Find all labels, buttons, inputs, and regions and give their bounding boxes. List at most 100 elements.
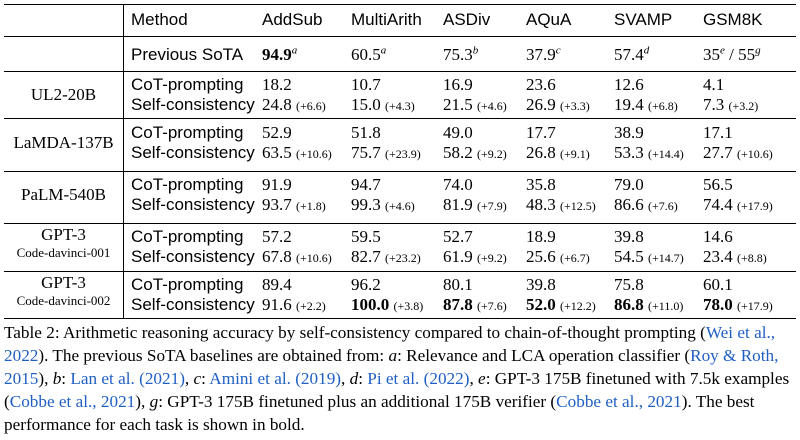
caption-text: , [469,369,479,388]
citation-link[interactable]: Lan et al. (2021) [70,369,185,388]
sota-sup: e [720,44,725,57]
method-cot-label: CoT-prompting [131,123,244,142]
sota-aqua: 37.9c [526,45,561,65]
sc-gain: (+7.9) [477,199,507,213]
citation-link[interactable]: Amini et al. (2019) [209,369,342,388]
sc-gain: (+23.2) [385,251,421,265]
sc-gain: (+2.2) [296,299,326,313]
caption-text: : GPT-3 175B finetuned with 7.5k example… [4,369,790,411]
sc-gain: (+12.2) [560,299,596,313]
sc-gain: (+14.4) [648,147,684,161]
sota-asdiv: 75.3b [443,45,478,65]
method-cot-label: CoT-prompting [131,75,244,94]
cot-value: 52.7 [443,227,473,246]
sc-value: 74.4 [703,195,733,214]
cot-value: 18.2 [262,75,292,94]
sota-svamp: 57.4d [614,45,649,65]
sc-value: 81.9 [443,195,473,214]
caption-text: : [201,369,210,388]
method-cot-label: CoT-prompting [131,175,244,194]
sota-multiarith: 60.5a [351,45,386,65]
sc-value: 58.2 [443,143,473,162]
model-name: GPT-3 Code-davinci-002 [4,273,123,309]
citation-link[interactable]: Roy & Roth, 2015 [4,346,779,388]
cot-value: 17.1 [703,123,733,142]
sc-gain: (+6.8) [648,99,678,113]
sc-cell: 24.8 (+6.6) [262,95,326,116]
table-rule-model-3 [4,223,796,224]
sc-cell: 63.5 (+10.6) [262,143,332,164]
sc-value: 100.0 [351,295,390,314]
caption-text: Table 2: Arithmetic reasoning accuracy b… [4,323,706,342]
table-caption: Table 2: Arithmetic reasoning accuracy b… [4,321,796,436]
sc-gain: (+4.3) [385,99,415,113]
sc-gain: (+4.6) [385,199,415,213]
model-name: LaMDA-137B [13,133,114,152]
sc-cell: 27.7 (+10.6) [703,143,773,164]
sc-value: 15.0 [351,95,381,114]
sota-sup: a [380,44,387,57]
caption-text: ). The previous SoTA baselines are obtai… [38,346,389,365]
cot-value: 35.8 [526,175,556,194]
caption-footnote-key: b [52,369,62,388]
caption-text: ). The best performance for each task is… [4,392,755,434]
table-rule-vertical [123,4,124,319]
table-rule-top [4,4,796,6]
citation-link[interactable]: Cobbe et al., 2021 [9,392,136,411]
citation-link[interactable]: Cobbe et al., 2021 [556,392,682,411]
sc-value: 93.7 [262,195,292,214]
sc-value: 52.0 [526,295,556,314]
sc-gain: (+12.5) [560,199,596,213]
caption-footnote-key: a [388,346,398,365]
sc-value: 53.3 [614,143,644,162]
table-rule-sota [4,71,796,72]
sc-value: 26.8 [526,143,556,162]
cot-value: 10.7 [351,75,381,94]
sc-value: 61.9 [443,247,473,266]
cot-value: 39.8 [614,227,644,246]
sota-value: 75.3 [443,45,473,64]
cot-value: 17.7 [526,123,556,142]
citation-link[interactable]: Pi et al. (2022) [367,369,470,388]
sc-gain: (+6.7) [560,251,590,265]
citation-link[interactable]: Wei et al., 2022 [4,323,776,365]
sota-sup: g [755,44,761,57]
cot-value: 16.9 [443,75,473,94]
header-svamp: SVAMP [614,10,673,29]
cot-value: 14.6 [703,227,733,246]
sota-value: 55 [738,45,756,64]
sc-value: 23.4 [703,247,733,266]
sc-cell: 78.0 (+17.9) [703,295,773,316]
header-method: Method [131,10,188,29]
header-aqua: AQuA [526,10,572,29]
sc-cell: 74.4 (+17.9) [703,195,773,216]
sc-gain: (+7.6) [477,299,507,313]
sc-value: 19.4 [614,95,644,114]
sc-gain: (+9.2) [477,147,507,161]
sc-cell: 53.3 (+14.4) [614,143,684,164]
sc-cell: 48.3 (+12.5) [526,195,596,216]
cot-value: 59.5 [351,227,381,246]
sc-cell: 61.9 (+9.2) [443,247,507,268]
sc-value: 82.7 [351,247,381,266]
sc-cell: 86.6 (+7.6) [614,195,678,216]
table-rule-model-2 [4,171,796,172]
sc-cell: 23.4 (+8.8) [703,247,767,268]
header-asdiv: ASDiv [443,10,491,29]
sc-value: 86.8 [614,295,644,314]
sota-gsm8k: 35e / 55g [703,45,761,65]
sc-cell: 99.3 (+4.6) [351,195,415,216]
sota-value: 94.9 [262,45,292,64]
sc-cell: 100.0 (+3.8) [351,295,423,316]
sc-gain: (+1.8) [296,199,326,213]
cot-value: 52.9 [262,123,292,142]
sc-gain: (+3.2) [728,99,759,113]
cot-value: 38.9 [614,123,644,142]
sc-value: 7.3 [703,95,725,114]
method-sc-label: Self-consistency [131,195,255,214]
method-sc-label: Self-consistency [131,95,255,114]
sc-cell: 82.7 (+23.2) [351,247,421,268]
cot-value: 94.7 [351,175,381,194]
sc-value: 75.7 [351,143,381,162]
cot-value: 39.8 [526,275,556,294]
